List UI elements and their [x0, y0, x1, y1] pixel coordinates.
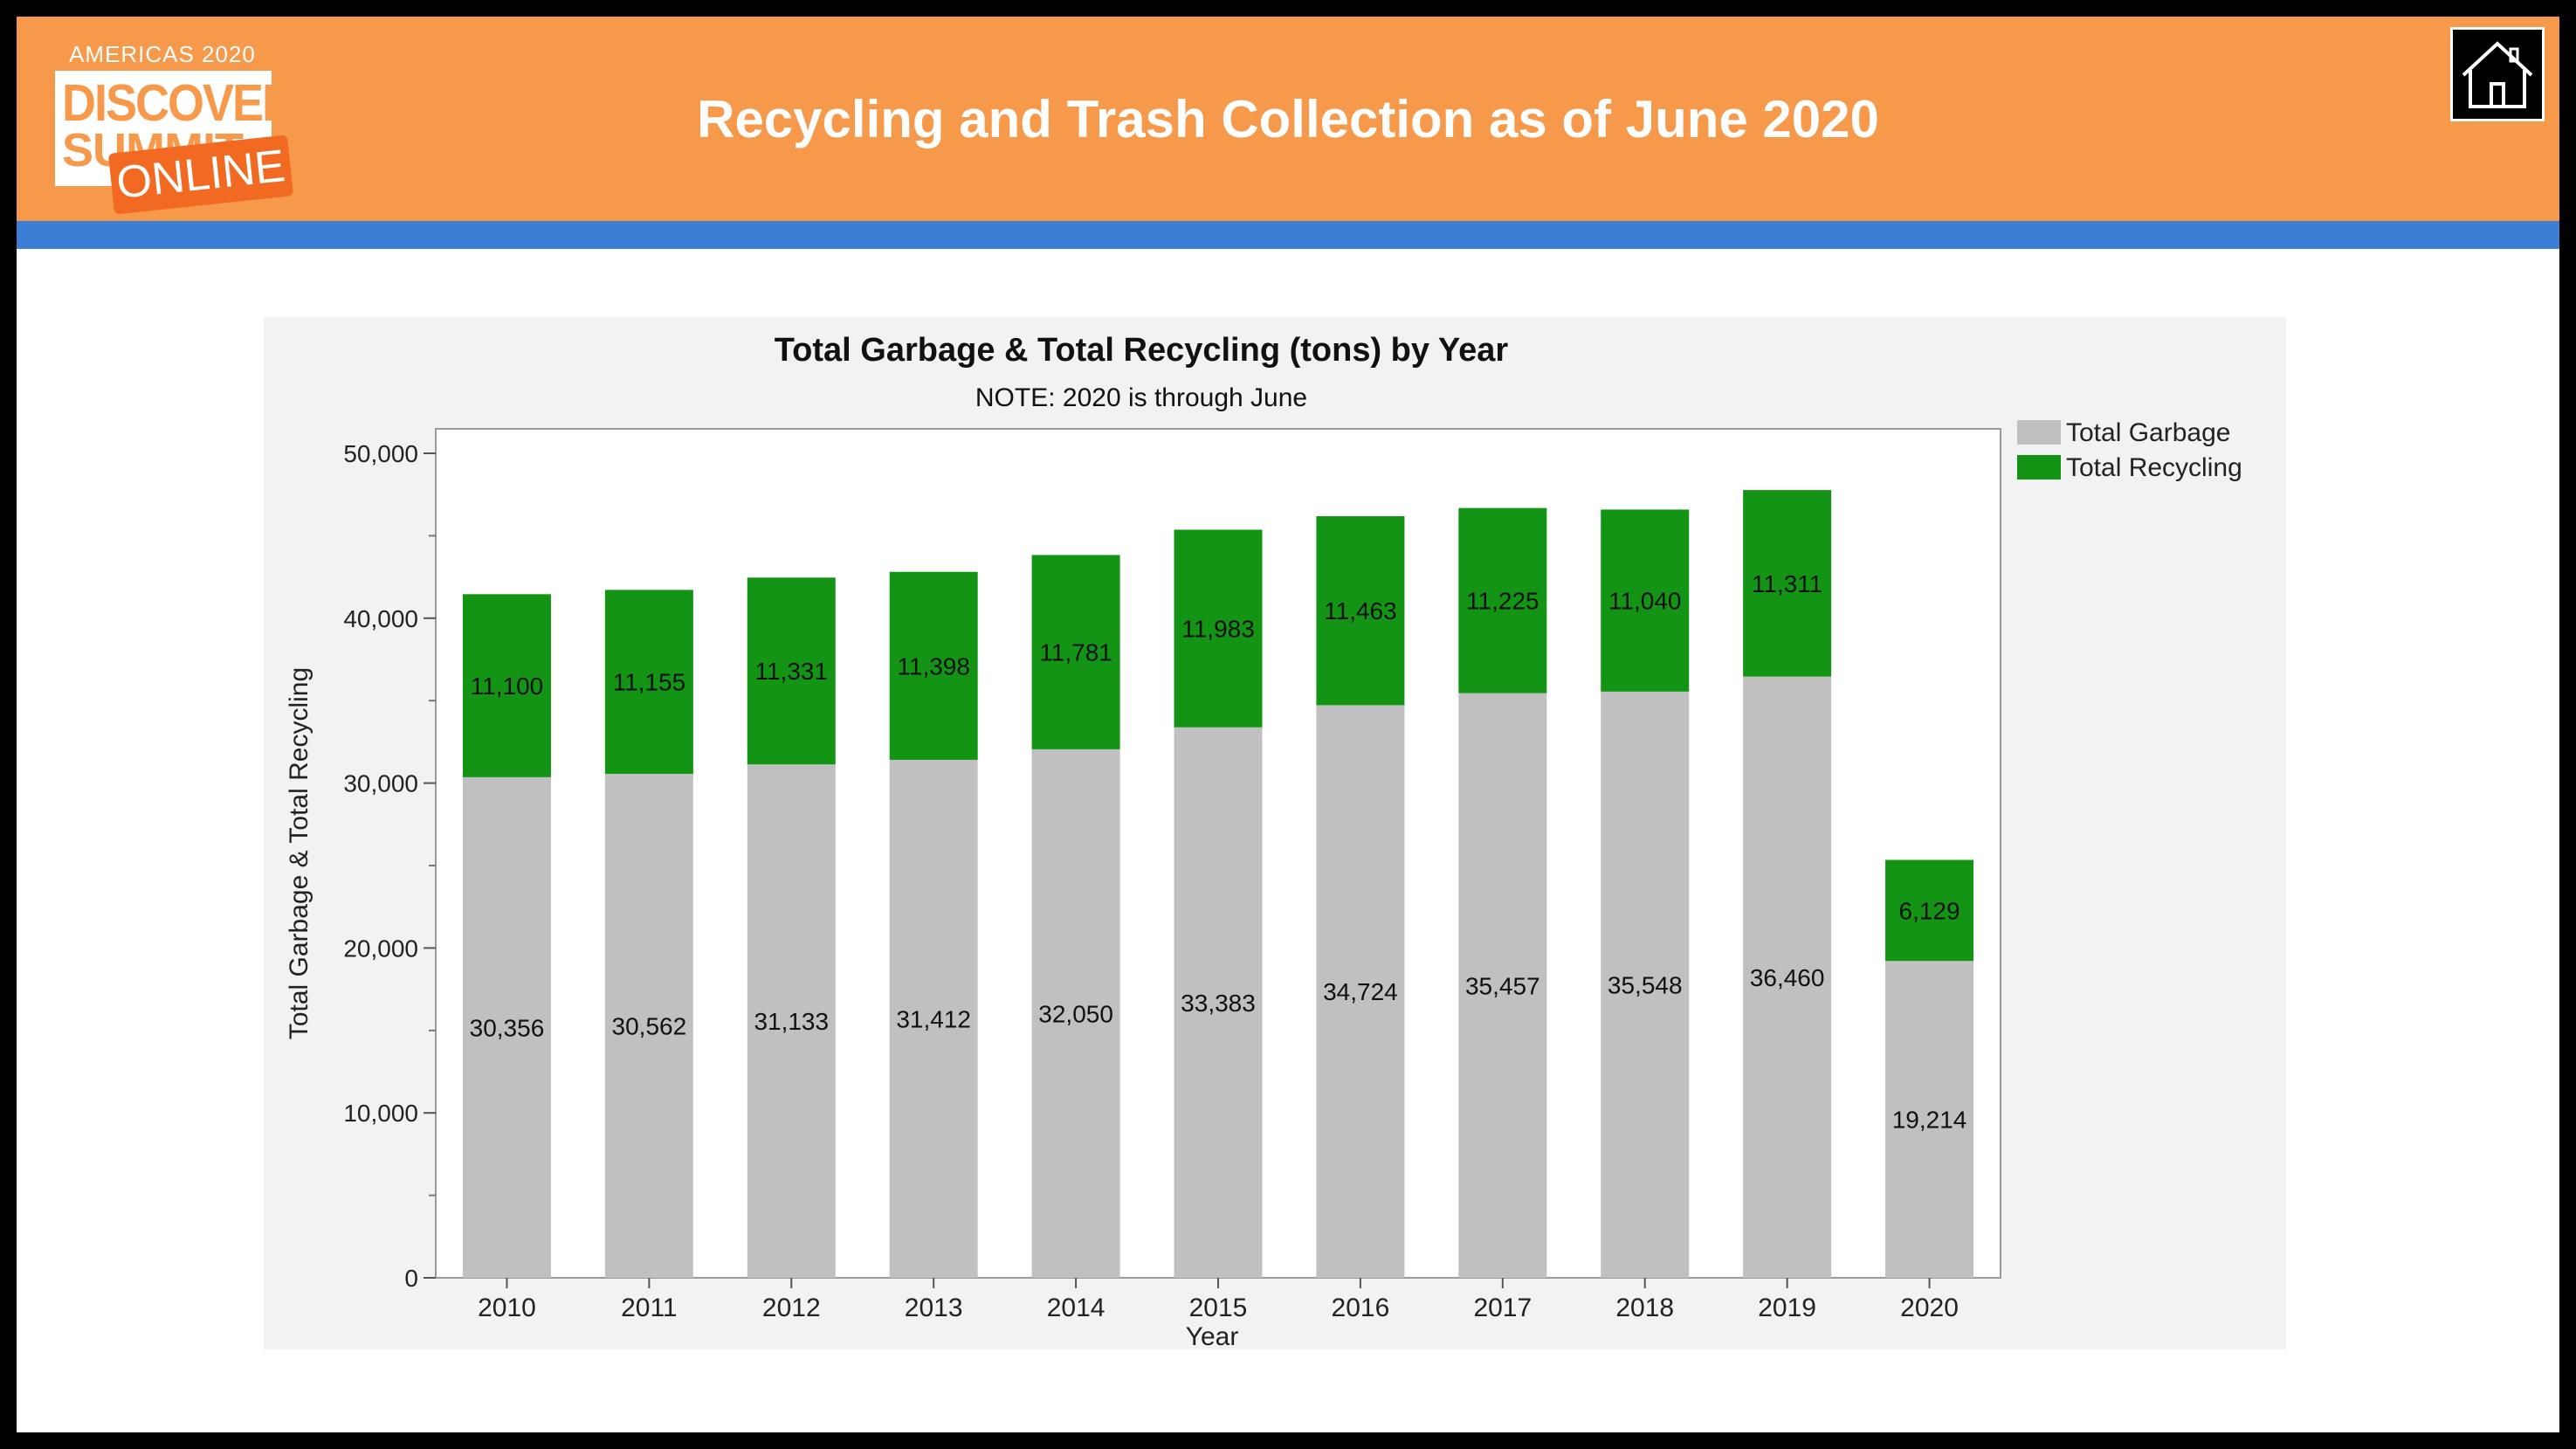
recycling-value-label: 11,225 [1466, 588, 1539, 615]
recycling-bar [1316, 515, 1405, 706]
logo-line1: AMERICAS 2020 [69, 41, 256, 67]
y-tick-label: 20,000 [343, 935, 418, 962]
recycling-value-label: 11,331 [754, 658, 828, 685]
recycling-value-label: 6,129 [1899, 897, 1960, 924]
x-tick-label: 2018 [1615, 1294, 1674, 1322]
x-tick-label: 2010 [478, 1294, 536, 1322]
recycling-bar [604, 590, 693, 774]
garbage-bar [889, 759, 978, 1278]
garbage-value-label: 31,412 [896, 1005, 971, 1032]
garbage-value-label: 30,562 [612, 1012, 687, 1039]
slide-title: Recycling and Trash Collection as of Jun… [697, 89, 1879, 148]
garbage-value-label: 35,548 [1608, 971, 1683, 998]
garbage-value-label: 34,724 [1323, 978, 1398, 1005]
y-axis-title: Total Garbage & Total Recycling [285, 667, 313, 1039]
chart-title: Total Garbage & Total Recycling (tons) b… [775, 332, 1509, 369]
x-tick-label: 2016 [1332, 1294, 1390, 1322]
garbage-bar [1031, 749, 1120, 1278]
recycling-value-label: 11,398 [897, 652, 970, 680]
recycling-value-label: 11,100 [471, 673, 544, 700]
garbage-bar [747, 764, 836, 1278]
garbage-value-label: 33,383 [1181, 990, 1256, 1017]
y-tick-label: 40,000 [343, 605, 418, 632]
garbage-bar [462, 776, 551, 1278]
recycling-bar [889, 571, 978, 760]
garbage-bar [1316, 705, 1405, 1278]
discovery-summit-logo: AMERICAS 2020 DISCOVERY SUMMIT ONLINE [41, 29, 324, 215]
recycling-value-label: 11,463 [1324, 597, 1397, 624]
legend-swatch [2017, 420, 2061, 445]
recycling-bar [1743, 490, 1832, 677]
recycling-value-label: 11,040 [1608, 588, 1682, 615]
garbage-bar [1601, 691, 1690, 1278]
recycling-bar [462, 594, 551, 777]
chart-panel: Total Garbage & Total Recycling (tons) b… [264, 317, 2286, 1349]
garbage-value-label: 30,356 [470, 1014, 545, 1041]
legend: Total Garbage Total Recycling [2017, 418, 2242, 482]
x-axis: 2010 2011 2012 2013 2014 2015 2016 2017 2018 2019… [478, 1278, 1959, 1322]
recycling-bar [1601, 509, 1690, 692]
recycling-bar [747, 577, 836, 765]
garbage-value-label: 35,457 [1465, 972, 1540, 999]
header-accent-band [17, 221, 2559, 249]
y-tick-label: 30,000 [343, 770, 418, 797]
y-tick-label: 50,000 [343, 440, 418, 467]
header-bar [17, 17, 2559, 221]
y-tick-label: 10,000 [343, 1100, 418, 1127]
recycling-bar [1174, 529, 1263, 728]
recycling-bar [1885, 859, 1974, 962]
legend-label: Total Recycling [2066, 453, 2242, 482]
y-axis: 0 10,000 20,000 30,000 40,000 50,000 [343, 440, 436, 1292]
bars: 30,356 11,100 30,562 11,155 31,133 11,331 31,4… [462, 490, 1974, 1278]
recycling-value-label: 11,155 [613, 669, 686, 696]
legend-label: Total Garbage [2066, 418, 2230, 447]
logo-line2: DISCOVERY [62, 74, 324, 132]
recycling-bar [1458, 507, 1547, 693]
garbage-value-label: 36,460 [1750, 964, 1825, 991]
recycling-value-label: 11,311 [1752, 570, 1822, 597]
x-tick-label: 2017 [1473, 1294, 1532, 1322]
garbage-bar [604, 773, 693, 1278]
legend-swatch [2017, 455, 2061, 480]
stacked-bar-chart: Total Garbage & Total Recycling (tons) b… [285, 332, 2242, 1349]
garbage-value-label: 32,050 [1038, 1000, 1113, 1027]
x-tick-label: 2015 [1189, 1294, 1248, 1322]
garbage-bar [1174, 727, 1263, 1278]
x-tick-label: 2019 [1758, 1294, 1816, 1322]
recycling-bar [1031, 555, 1120, 749]
recycling-value-label: 11,781 [1039, 639, 1112, 666]
x-tick-label: 2011 [621, 1294, 678, 1322]
home-button[interactable] [2450, 27, 2545, 121]
x-tick-label: 2012 [762, 1294, 821, 1322]
x-tick-label: 2014 [1047, 1294, 1105, 1322]
slide: AMERICAS 2020 DISCOVERY SUMMIT ONLINE Re… [17, 17, 2559, 1432]
garbage-bar [1458, 693, 1547, 1278]
garbage-value-label: 19,214 [1892, 1107, 1967, 1134]
y-tick-label: 0 [404, 1265, 418, 1292]
garbage-bar [1743, 676, 1832, 1278]
x-tick-label: 2013 [905, 1294, 963, 1322]
recycling-value-label: 11,983 [1181, 616, 1255, 643]
garbage-bar [1885, 961, 1974, 1278]
x-axis-title: Year [1186, 1322, 1239, 1349]
x-tick-label: 2020 [1900, 1294, 1959, 1322]
chart-subtitle: NOTE: 2020 is through June [975, 383, 1307, 412]
home-icon [2462, 41, 2533, 108]
garbage-value-label: 31,133 [754, 1008, 829, 1035]
